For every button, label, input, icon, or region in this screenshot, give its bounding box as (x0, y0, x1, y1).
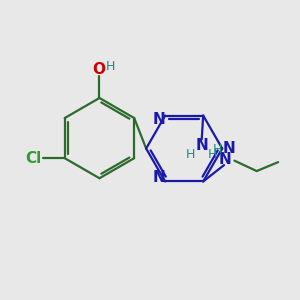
Text: O: O (92, 62, 105, 77)
Text: H: H (207, 148, 217, 161)
Text: N: N (219, 152, 232, 167)
Text: H: H (186, 148, 195, 161)
Text: N: N (195, 138, 208, 153)
Text: N: N (152, 112, 165, 127)
Text: H: H (106, 60, 116, 73)
Text: N: N (222, 141, 235, 156)
Text: N: N (152, 170, 165, 185)
Text: Cl: Cl (26, 151, 42, 166)
Text: H: H (213, 143, 222, 156)
